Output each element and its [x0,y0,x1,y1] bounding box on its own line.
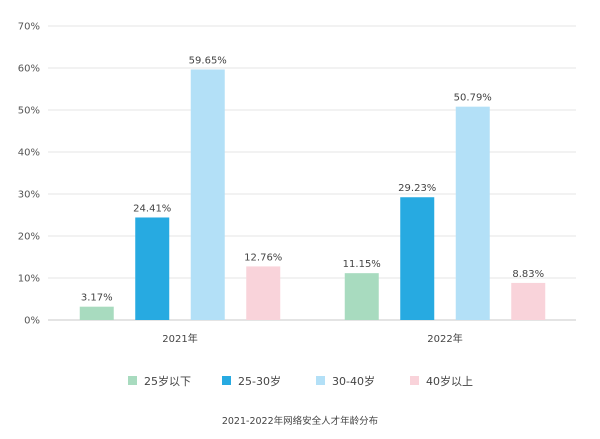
y-tick-label: 0% [24,316,40,327]
bar [190,69,225,320]
data-labels: 3.17% 24.41% 59.65% 12.76% 11.15% 29.23% 50.79… [81,55,544,303]
bar [344,273,379,320]
chart-caption: 2021-2022年网络安全人才年龄分布 [222,415,378,427]
legend-label: 40岁以上 [426,374,473,388]
y-tick-label: 30% [18,190,40,201]
bar [135,217,170,320]
y-tick-label: 40% [18,148,40,159]
y-tick-label: 10% [18,274,40,285]
data-label: 59.65% [189,55,227,66]
x-category-label: 2022年 [427,332,462,345]
data-label: 8.83% [512,269,544,280]
legend-swatch [128,376,137,385]
legend-swatch [222,376,231,385]
gridlines [48,25,576,321]
data-label: 24.41% [133,203,171,214]
legend-swatch [410,376,419,385]
legend: 25岁以下 25-30岁 30-40岁 40岁以上 [128,374,473,388]
y-tick-label: 60% [18,64,40,75]
y-axis-ticks: 0% 10% 20% 30% 40% 50% 60% 70% [18,22,40,327]
y-tick-label: 50% [18,106,40,117]
data-label: 12.76% [244,252,282,263]
legend-label: 30-40岁 [332,374,375,388]
data-label: 11.15% [343,259,381,270]
bar [400,197,435,320]
y-tick-label: 70% [18,22,40,33]
data-label: 3.17% [81,293,113,304]
legend-label: 25岁以下 [144,374,191,388]
bar [79,306,114,320]
legend-label: 25-30岁 [238,374,281,388]
bar [246,266,281,320]
bars [79,69,546,320]
bar [511,282,546,320]
data-label: 50.79% [454,93,492,104]
legend-swatch [316,376,325,385]
x-category-label: 2021年 [162,332,197,345]
bar [455,106,490,320]
x-axis-categories: 2021年 2022年 [162,332,462,345]
data-label: 29.23% [398,183,436,194]
y-tick-label: 20% [18,232,40,243]
